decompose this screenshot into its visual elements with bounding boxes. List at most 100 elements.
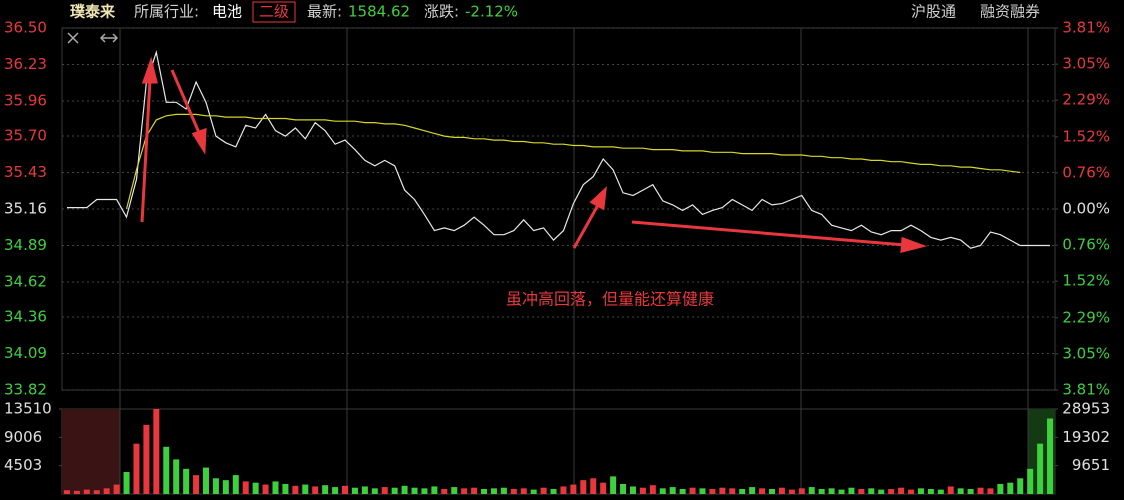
y2-tick-label: 0.76% — [1062, 236, 1110, 254]
volume-bar — [908, 489, 915, 494]
volume-bar — [848, 487, 855, 494]
expand-icon[interactable] — [99, 33, 119, 43]
volume-bar — [193, 475, 200, 494]
y-tick-label: 36.23 — [4, 55, 47, 73]
volume-bar — [83, 489, 90, 494]
y-tick-label: 9006 — [4, 428, 42, 446]
volume-bar — [490, 488, 497, 494]
volume-bar — [471, 487, 478, 494]
volume-bar — [818, 488, 825, 494]
volume-bar — [530, 489, 537, 494]
industry-label: 所属行业: — [134, 3, 199, 21]
chart-layer: 36.50 36.23 35.96 35.70 35.43 35.16 34.89 34.62… — [4, 19, 1110, 494]
stock-name: 璞泰来 — [70, 3, 116, 21]
volume-bar — [878, 489, 885, 494]
level[interactable]: 二级 — [259, 3, 289, 21]
volume-bar — [252, 482, 259, 494]
volume-bar — [947, 486, 954, 494]
volume-bar — [1017, 478, 1024, 494]
volume-bar — [788, 489, 795, 494]
volume-bar — [689, 487, 696, 494]
volume-bar — [163, 446, 170, 494]
volume-bar — [510, 488, 517, 494]
y-tick-label: 34.62 — [4, 272, 47, 290]
volume-bar — [63, 490, 70, 494]
volume-bar — [421, 488, 428, 494]
tag[interactable]: 沪股通 — [911, 3, 956, 21]
volume-bar — [73, 490, 80, 494]
volume-bar — [1047, 418, 1054, 494]
volume-bar — [838, 489, 845, 494]
volume-bar — [540, 487, 547, 494]
volume-bar — [798, 488, 805, 494]
volume-bar — [679, 488, 686, 494]
annotation-arrows — [140, 56, 928, 253]
volume-bar — [610, 476, 617, 494]
auction-zone — [62, 409, 120, 494]
volume-bar — [888, 488, 895, 494]
change-label: 涨跌: — [424, 3, 459, 21]
volume-bar — [351, 487, 358, 494]
volume-bar — [570, 484, 577, 494]
volume-bar — [699, 488, 706, 494]
y2-tick-label: 1.52% — [1062, 127, 1110, 145]
volume-bar — [272, 481, 279, 494]
volume-bar — [461, 488, 468, 494]
volume-bar — [739, 488, 746, 494]
annotation: 虽冲高回落，但量能还算健康 — [506, 290, 714, 309]
volume-bar — [1027, 468, 1034, 494]
volume-bar — [113, 484, 120, 494]
volume-bar — [93, 490, 100, 494]
volume-bar — [500, 487, 507, 494]
volume-bar — [411, 487, 418, 494]
volume-bar — [312, 486, 319, 494]
volume-bar — [927, 488, 934, 494]
volume-bar — [620, 483, 627, 494]
volume-bar — [322, 485, 329, 494]
volume-bar — [1007, 482, 1014, 494]
y-tick-label: 35.16 — [4, 200, 47, 218]
volume-bar — [242, 481, 249, 494]
tag[interactable]: 融资融券 — [980, 3, 1040, 21]
volume-bar — [481, 488, 488, 494]
y-tick-label: 4503 — [4, 456, 42, 474]
y2-tick-label: 0.76% — [1062, 163, 1110, 181]
volume-bar — [292, 485, 299, 494]
volume-bar — [451, 487, 458, 494]
latest-label: 最新: — [307, 3, 342, 21]
y-tick-label: 36.50 — [4, 19, 47, 37]
volume-bar — [749, 487, 756, 494]
close-icon[interactable] — [67, 32, 79, 44]
volume-bar — [778, 487, 785, 494]
volume-bar — [580, 480, 587, 494]
volume-bar — [709, 488, 716, 494]
volume-bar — [967, 488, 974, 494]
volume-bar — [391, 487, 398, 494]
volume-bar — [222, 480, 229, 494]
volume-bar — [550, 488, 557, 494]
volume-bar — [987, 488, 994, 494]
change: -2.12% — [465, 3, 518, 21]
volume-bar — [302, 484, 309, 494]
volume-bar — [808, 487, 815, 494]
level-box — [252, 1, 296, 23]
volume-bar — [282, 483, 289, 494]
y-tick-label: 35.96 — [4, 91, 47, 109]
volume-bar — [898, 487, 905, 494]
volume-bar — [858, 488, 865, 494]
y-tick-label: 33.82 — [4, 381, 47, 399]
y-tick-label: 35.43 — [4, 163, 47, 181]
y2-tick-label: 1.52% — [1062, 272, 1110, 290]
y-tick-label: 13510 — [4, 400, 52, 418]
volume-bar — [431, 486, 438, 494]
volume-bar — [520, 488, 527, 494]
industry[interactable]: 电池 — [212, 3, 242, 21]
volume-bar — [868, 488, 875, 494]
y-tick-label: 34.89 — [4, 236, 47, 254]
volume-bar — [202, 467, 209, 494]
y2-tick-label: 9651 — [1072, 456, 1110, 474]
volume-bar — [212, 478, 219, 494]
